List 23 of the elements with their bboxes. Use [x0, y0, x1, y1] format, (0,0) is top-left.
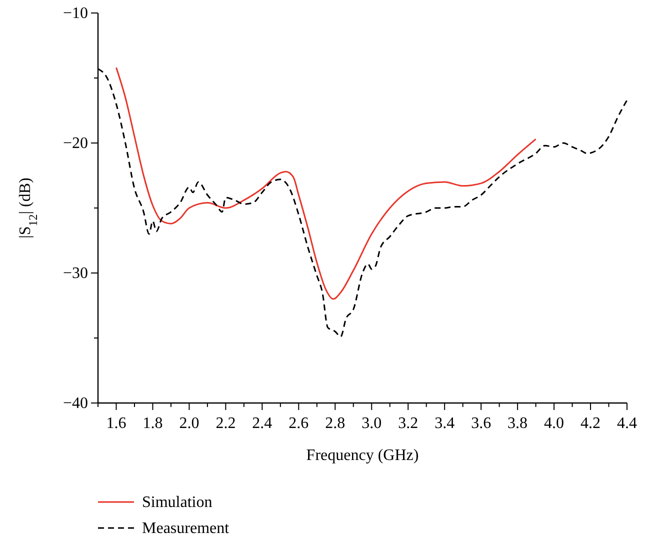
line-series [115, 66, 537, 300]
y-tick-label: −20 [62, 135, 88, 152]
x-tick-label: 4.2 [580, 415, 601, 432]
x-tick-label: 4.0 [544, 415, 564, 432]
x-axis-title: Frequency (GHz) [306, 447, 419, 464]
x-tick-label: 3.2 [398, 415, 418, 432]
x-tick-label: 3.4 [434, 415, 455, 432]
x-tick-label: 3.8 [508, 415, 528, 432]
x-tick-label: 3.6 [471, 415, 492, 432]
x-tick-label: 4.4 [617, 415, 637, 432]
legend-label: Simulation [142, 494, 212, 511]
x-tick-label: 2.6 [288, 415, 309, 432]
x-tick-label: 3.0 [362, 415, 382, 432]
legend-label: Measurement [142, 520, 230, 537]
x-tick-label: 1.6 [106, 415, 126, 432]
x-tick-label: 1.8 [142, 415, 163, 432]
y-tick-label: −10 [62, 5, 88, 22]
x-tick-label: 2.8 [325, 415, 346, 432]
y-tick-label: −40 [62, 395, 88, 412]
x-tick-label: 2.0 [179, 415, 200, 432]
x-tick-label: 2.2 [216, 415, 236, 432]
y-tick-label: −30 [62, 265, 88, 282]
x-tick-label: 2.4 [252, 415, 272, 432]
